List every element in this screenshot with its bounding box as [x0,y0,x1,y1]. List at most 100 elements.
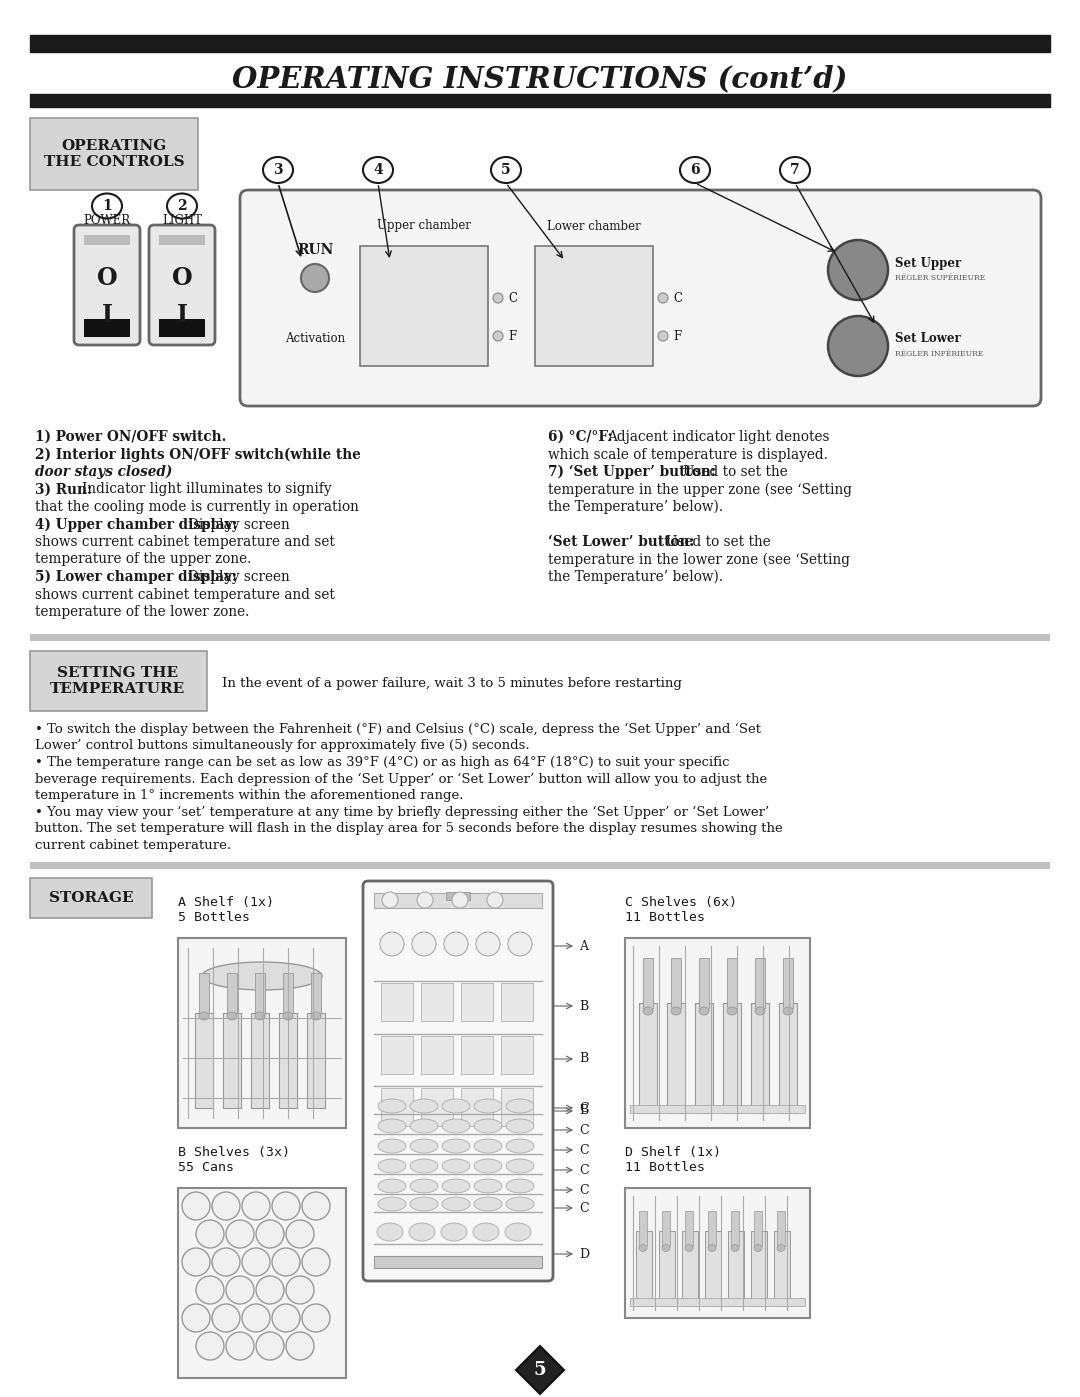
Bar [461,1037,492,1074]
Bar [728,1231,744,1306]
Circle shape [658,331,669,341]
Circle shape [380,932,404,956]
Ellipse shape [643,1007,653,1016]
Text: RÉGLER SUPÉRIEURE: RÉGLER SUPÉRIEURE [895,274,985,282]
Text: button. The set temperature will flash in the display area for 5 seconds before : button. The set temperature will flash i… [35,821,783,835]
Text: temperature in the lower zone (see ‘Setting: temperature in the lower zone (see ‘Sett… [548,552,850,567]
Text: OPERATING
THE CONTROLS: OPERATING THE CONTROLS [43,138,185,169]
Text: C: C [508,292,517,305]
Ellipse shape [662,1245,670,1252]
Text: 1) Power ON/OFF switch.: 1) Power ON/OFF switch. [35,430,227,444]
Ellipse shape [639,1245,647,1252]
Text: F: F [673,330,681,342]
Circle shape [492,293,503,303]
Text: C Shelves (6x)
11 Bottles: C Shelves (6x) 11 Bottles [625,895,737,923]
Bar [636,1231,652,1306]
Text: temperature in the upper zone (see ‘Setting: temperature in the upper zone (see ‘Sett… [548,482,852,497]
Ellipse shape [699,1007,708,1016]
Ellipse shape [377,1222,403,1241]
Text: STORAGE: STORAGE [49,891,133,905]
Circle shape [476,932,500,956]
Text: ‘Set Lower’ button:: ‘Set Lower’ button: [548,535,699,549]
Bar [374,1256,542,1268]
Bar [659,1231,675,1306]
Text: current cabinet temperature.: current cabinet temperature. [35,838,231,852]
Text: 4: 4 [373,163,383,177]
Bar [639,1211,647,1246]
Bar [307,1013,325,1108]
Text: B: B [579,999,589,1013]
Circle shape [272,1248,300,1275]
FancyBboxPatch shape [149,225,215,345]
Ellipse shape [474,1139,502,1153]
Text: C: C [579,1164,589,1176]
Circle shape [453,893,468,908]
Bar [708,1211,716,1246]
Text: temperature of the upper zone.: temperature of the upper zone. [35,552,252,567]
Ellipse shape [507,1160,534,1173]
Bar [501,983,534,1021]
Bar [643,958,653,1009]
Ellipse shape [685,1245,693,1252]
Text: which scale of temperature is displayed.: which scale of temperature is displayed. [548,447,828,461]
Ellipse shape [410,1099,438,1113]
Text: Used to set the: Used to set the [684,465,788,479]
Text: • To switch the display between the Fahrenheit (°F) and Celsius (°C) scale, depr: • To switch the display between the Fahr… [35,724,761,736]
Bar [446,893,470,900]
Bar [461,1088,492,1126]
Text: Display screen: Display screen [188,570,289,584]
Circle shape [195,1275,224,1303]
Ellipse shape [507,1119,534,1133]
Bar [381,983,413,1021]
Bar [421,1088,453,1126]
Circle shape [226,1331,254,1361]
Ellipse shape [442,1139,470,1153]
Ellipse shape [283,1011,293,1020]
Text: 5: 5 [534,1361,546,1379]
Bar [30,651,207,711]
Text: SETTING THE
TEMPERATURE: SETTING THE TEMPERATURE [51,666,186,696]
Ellipse shape [507,1099,534,1113]
Text: 1: 1 [103,198,112,212]
Ellipse shape [727,1007,737,1016]
Text: door stays closed): door stays closed) [35,465,173,479]
Circle shape [302,1248,330,1275]
Circle shape [242,1248,270,1275]
Bar [461,983,492,1021]
Ellipse shape [442,1197,470,1211]
Ellipse shape [441,1222,467,1241]
Text: Display screen: Display screen [188,517,289,531]
Bar [84,319,130,337]
Circle shape [286,1220,314,1248]
Text: D Shelf (1x)
11 Bottles: D Shelf (1x) 11 Bottles [625,1146,721,1173]
Text: 6) °C/°F:: 6) °C/°F: [548,430,618,444]
Ellipse shape [507,1179,534,1193]
Circle shape [272,1192,300,1220]
Bar [777,1211,785,1246]
Text: Used to set the: Used to set the [665,535,770,549]
Bar [195,1013,213,1108]
Bar [421,1037,453,1074]
Text: O: O [172,265,192,291]
Text: A: A [579,940,588,953]
Bar [731,1211,739,1246]
Bar [667,1003,685,1113]
Bar [199,972,210,1013]
Ellipse shape [202,963,322,990]
Ellipse shape [474,1099,502,1113]
Ellipse shape [410,1160,438,1173]
Bar [30,35,1050,52]
Text: O: O [97,265,118,291]
Circle shape [444,932,468,956]
Ellipse shape [199,1011,210,1020]
Ellipse shape [442,1179,470,1193]
Ellipse shape [227,1011,237,1020]
Bar [178,1187,346,1377]
Ellipse shape [507,1197,534,1211]
Circle shape [256,1220,284,1248]
Bar [754,1211,762,1246]
Circle shape [212,1303,240,1331]
Circle shape [212,1248,240,1275]
Bar [696,1003,713,1113]
Text: C: C [673,292,681,305]
